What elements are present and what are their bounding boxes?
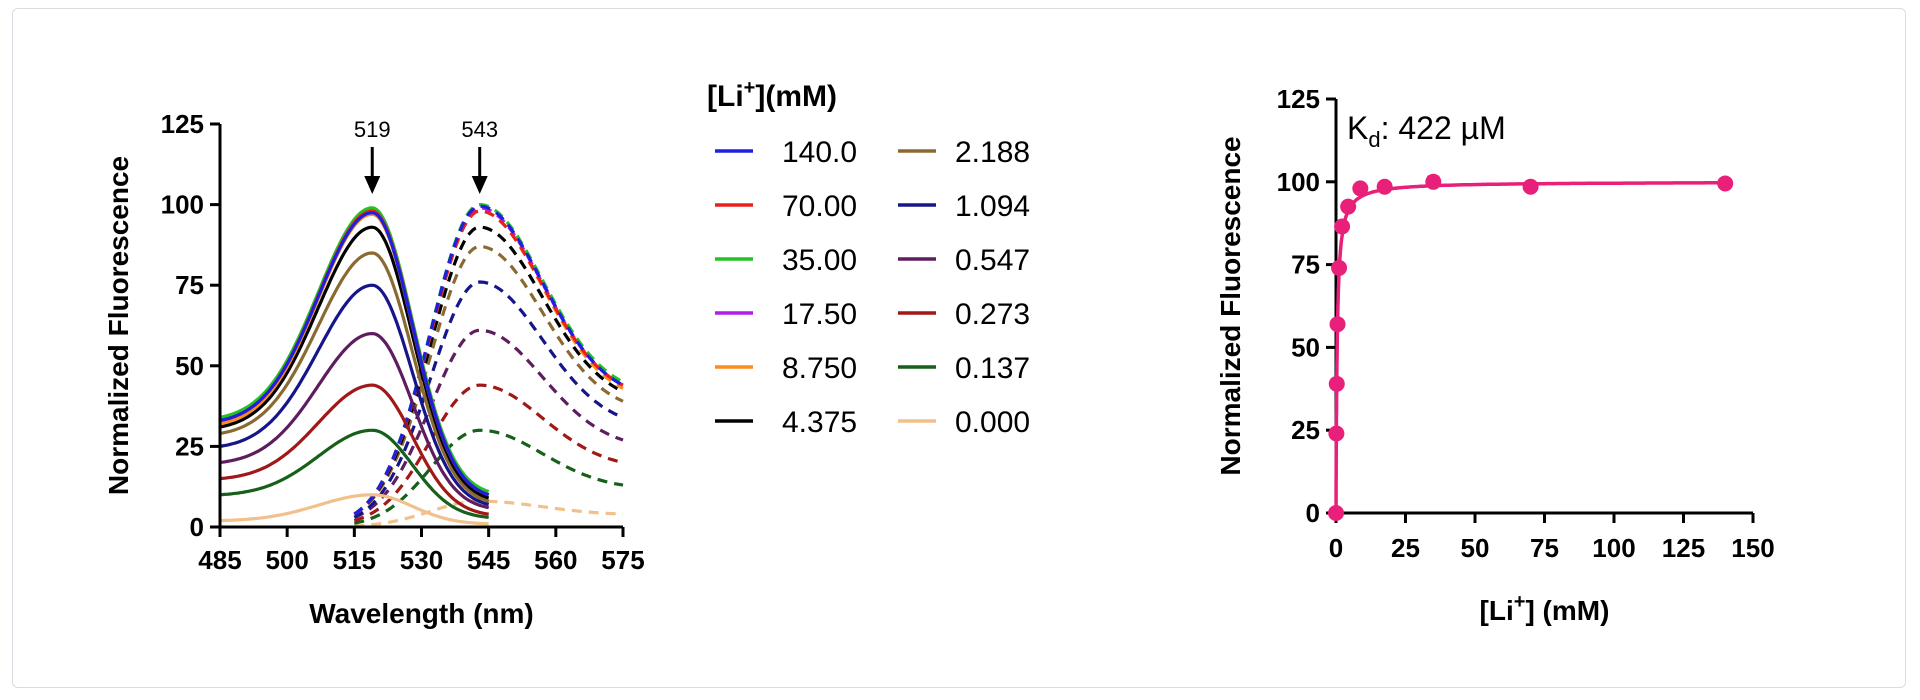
binding-point (1328, 425, 1345, 442)
x-axis-title-binding: [Li+] (mM) (1480, 591, 1610, 626)
peak-arrow-head (471, 176, 488, 194)
kd-sub: d (1368, 127, 1380, 152)
figure-panel (12, 8, 1906, 688)
x-title-sup: + (1514, 591, 1526, 613)
emission-curve-2-188 (353, 244, 624, 516)
emission-curve-70-00 (353, 209, 624, 516)
y-tick-label: 75 (175, 270, 204, 300)
legend-title-suffix: ] (755, 80, 765, 113)
emission-curve-0-273 (353, 383, 624, 523)
legend-label-70-00: 70.00 (782, 190, 857, 223)
legend: [Li+](mM) 140.0 70.00 35.00 17.50 8.750 4.375… (707, 77, 1030, 439)
y-tick-label: 125 (161, 109, 204, 139)
x-title-suffix: ] (mM) (1525, 595, 1609, 626)
peak-arrow-head (364, 176, 381, 194)
emission-curve-1-094 (353, 280, 624, 519)
y-tick-label: 0 (190, 512, 204, 542)
peak-label: 543 (461, 117, 498, 142)
binding-point (1328, 375, 1345, 392)
y-tick-label-binding: 100 (1277, 167, 1320, 197)
legend-items: 140.0 70.00 35.00 17.50 8.750 4.375 2.188 1.094… (715, 136, 1030, 439)
y-tick-label-binding: 75 (1291, 250, 1320, 280)
excitation-curve-0-000 (219, 493, 489, 526)
x-tick-label: 545 (467, 545, 510, 575)
legend-label-35-00: 35.00 (782, 244, 857, 277)
y-tick-label: 50 (175, 351, 204, 381)
spectra-chart: 0 25 50 75 100 125 485 500 515 530 545 560 575 519 54… (103, 109, 645, 629)
binding-fit-curve (1334, 181, 1726, 514)
emission-curve-4-375 (353, 225, 624, 516)
y-tick-label-binding: 125 (1277, 84, 1320, 114)
y-axis-title-binding: Normalized Fluorescence (1215, 136, 1246, 475)
legend-label-140-0: 140.0 (782, 136, 857, 169)
y-tick-label: 25 (175, 431, 204, 461)
binding-point (1328, 505, 1344, 521)
excitation-curve-0-273 (219, 383, 489, 516)
excitation-curve-1-094 (219, 283, 490, 506)
x-tick-label-binding: 50 (1461, 533, 1490, 563)
legend-label-2-188: 2.188 (955, 136, 1030, 169)
x-tick-label: 575 (601, 545, 644, 575)
x-tick-label-binding: 25 (1391, 533, 1420, 563)
y-tick-label-binding: 0 (1306, 498, 1320, 528)
binding-chart: 0 25 50 75 100 125 0 25 50 75 100 125 150 Kd: 422 µM… (1215, 84, 1775, 626)
binding-point (1376, 178, 1393, 195)
legend-title-sup: + (744, 77, 756, 99)
x-tick-label-binding: 75 (1530, 533, 1559, 563)
binding-point (1352, 180, 1369, 197)
legend-label-1-094: 1.094 (955, 190, 1030, 223)
kd-value: : 422 µM (1381, 110, 1506, 146)
y-tick-label: 100 (161, 190, 204, 220)
binding-point (1329, 316, 1346, 333)
x-title-prefix: [Li (1480, 595, 1514, 626)
binding-point (1522, 178, 1539, 195)
binding-fit (1334, 181, 1726, 514)
x-tick-label: 530 (400, 545, 443, 575)
kd-prefix: K (1347, 110, 1368, 146)
x-tick-label-binding: 125 (1662, 533, 1705, 563)
legend-label-0-547: 0.547 (955, 244, 1030, 277)
spectra-curves (219, 202, 624, 528)
emission-curve-0-547 (353, 328, 624, 519)
emission-curve-0-000 (354, 499, 624, 528)
x-tick-label-binding: 100 (1592, 533, 1635, 563)
x-tick-label: 560 (534, 545, 577, 575)
excitation-curve-140-0 (219, 211, 490, 497)
legend-label-0-273: 0.273 (955, 298, 1030, 331)
legend-label-8-750: 8.750 (782, 352, 857, 385)
x-tick-label: 515 (333, 545, 376, 575)
legend-label-17-50: 17.50 (782, 298, 857, 331)
y-axis-title: Normalized Fluorescence (103, 156, 134, 495)
binding-point (1331, 259, 1348, 276)
y-tick-label-binding: 25 (1291, 415, 1320, 445)
legend-label-0-137: 0.137 (955, 352, 1030, 385)
legend-label-0-000: 0.000 (955, 406, 1030, 439)
excitation-curve-0-547 (219, 331, 490, 510)
x-axis-title: Wavelength (nm) (309, 598, 534, 629)
binding-point (1340, 198, 1357, 215)
x-tick-label-binding: 150 (1731, 533, 1774, 563)
binding-axes: 0 25 50 75 100 125 0 25 50 75 100 125 150 (1277, 84, 1775, 563)
peak-arrows: 519 543 (354, 117, 498, 194)
binding-points (1328, 173, 1734, 521)
excitation-curve-2-188 (219, 251, 490, 503)
legend-title: [Li+](mM) (707, 77, 837, 113)
legend-label-4-375: 4.375 (782, 406, 857, 439)
kd-annotation: Kd: 422 µM (1347, 110, 1506, 152)
y-tick-label-binding: 50 (1291, 332, 1320, 362)
peak-label: 519 (354, 117, 391, 142)
excitation-curve-4-375 (219, 225, 490, 500)
legend-title-unit: (mM) (765, 80, 837, 113)
binding-point (1425, 173, 1442, 190)
emission-curve-140-0 (353, 204, 624, 516)
legend-title-prefix: [Li (707, 80, 744, 113)
x-tick-label: 485 (198, 545, 241, 575)
binding-point (1334, 218, 1351, 235)
binding-point (1717, 175, 1734, 192)
spectra-axes: 0 25 50 75 100 125 485 500 515 530 545 560 575 (161, 109, 645, 575)
x-tick-label-binding: 0 (1329, 533, 1343, 563)
excitation-curve-0-137 (219, 428, 489, 519)
x-tick-label: 500 (265, 545, 308, 575)
